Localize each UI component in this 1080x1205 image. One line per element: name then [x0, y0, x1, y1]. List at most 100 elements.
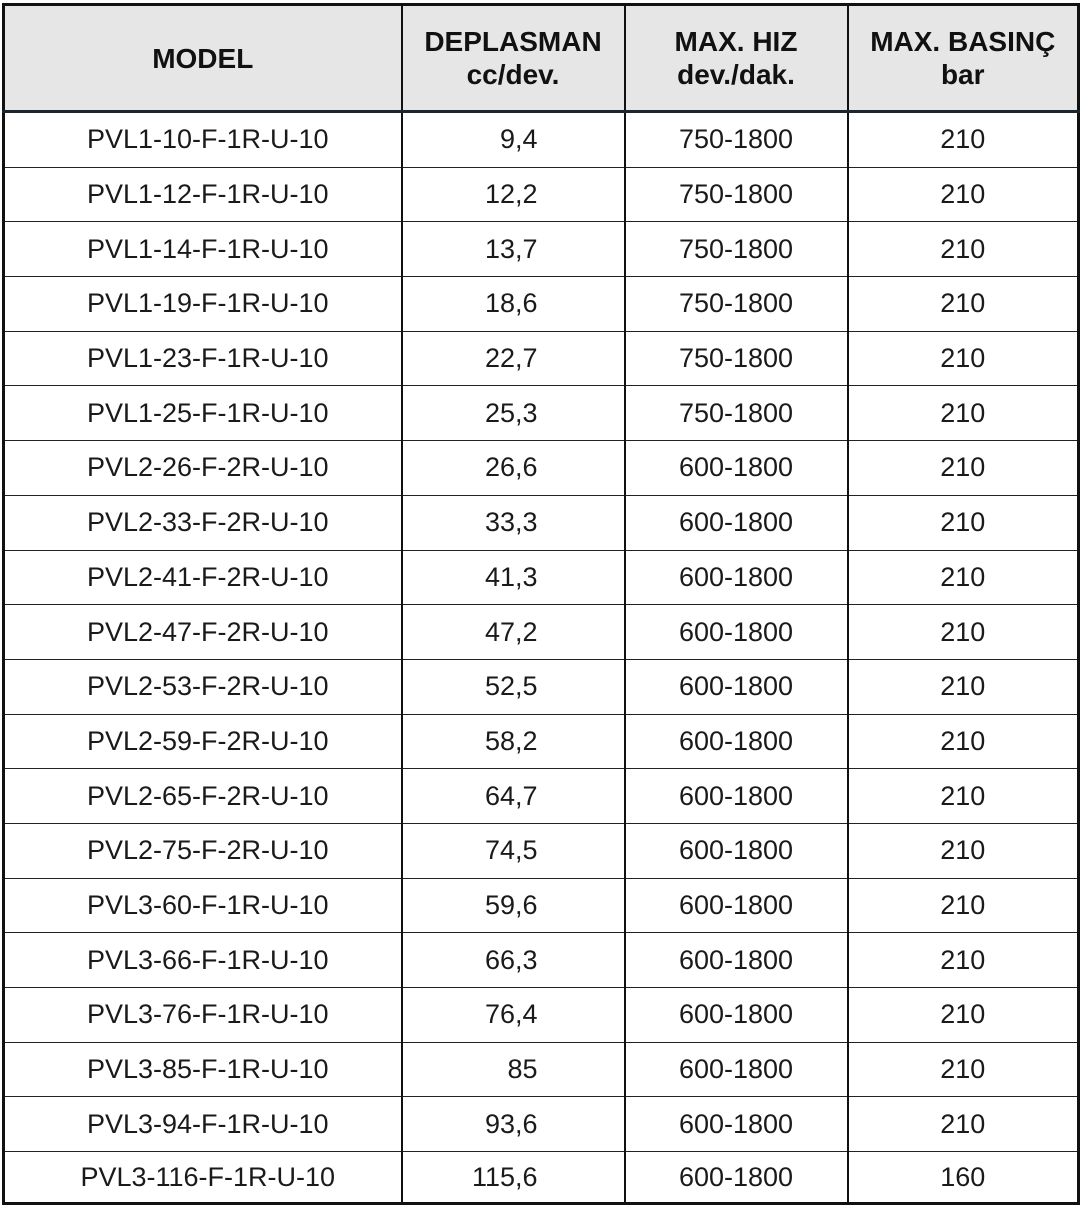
cell-model: PVL1-10-F-1R-U-10: [3, 111, 402, 168]
cell-max-pressure: 210: [846, 385, 1079, 441]
table-row: PVL3-60-F-1R-U-10 59,6 600-1800 210: [3, 877, 1079, 933]
table-row: PVL2-65-F-2R-U-10 64,7 600-1800 210: [3, 768, 1079, 824]
table-row: PVL2-41-F-2R-U-10 41,3 600-1800 210: [3, 549, 1079, 605]
cell-displacement: 76,4: [400, 987, 625, 1043]
table-body: PVL1-10-F-1R-U-10 9,4 750-1800 210 PVL1-12-F…: [3, 111, 1079, 1204]
cell-max-speed: 600-1800: [623, 877, 848, 933]
cell-max-speed: 600-1800: [623, 658, 848, 715]
cell-max-pressure: 210: [846, 1096, 1079, 1152]
cell-max-pressure: 210: [846, 1041, 1079, 1097]
header-title: MAX. HIZ: [674, 26, 798, 57]
cell-max-speed: 600-1800: [623, 1096, 848, 1152]
cell-model: PVL2-33-F-2R-U-10: [3, 494, 402, 550]
cell-max-pressure: 210: [846, 549, 1079, 605]
cell-max-pressure: 210: [846, 276, 1079, 332]
cell-model: PVL2-53-F-2R-U-10: [3, 658, 402, 715]
header-unit: cc/dev.: [466, 59, 560, 90]
cell-displacement: 58,2: [400, 713, 625, 769]
cell-displacement: 12,2: [400, 166, 625, 222]
cell-model: PVL2-47-F-2R-U-10: [3, 604, 402, 660]
cell-max-pressure: 210: [846, 822, 1079, 879]
header-unit: dev./dak.: [677, 59, 795, 90]
table-row: PVL1-14-F-1R-U-10 13,7 750-1800 210: [3, 221, 1079, 277]
cell-max-pressure: 210: [846, 877, 1079, 933]
cell-max-speed: 600-1800: [623, 604, 848, 660]
cell-displacement: 13,7: [400, 221, 625, 277]
cell-max-pressure: 210: [846, 166, 1079, 222]
cell-displacement: 22,7: [400, 330, 625, 386]
cell-displacement: 64,7: [400, 768, 625, 824]
cell-model: PVL1-23-F-1R-U-10: [3, 330, 402, 386]
cell-displacement: 47,2: [400, 604, 625, 660]
cell-max-speed: 600-1800: [623, 1041, 848, 1097]
table-row: PVL1-10-F-1R-U-10 9,4 750-1800 210: [3, 111, 1079, 168]
cell-max-pressure: 210: [846, 658, 1079, 715]
cell-displacement: 85: [400, 1041, 625, 1097]
cell-displacement: 66,3: [400, 932, 625, 988]
cell-model: PVL3-66-F-1R-U-10: [3, 932, 402, 988]
cell-model: PVL2-41-F-2R-U-10: [3, 549, 402, 605]
cell-max-speed: 600-1800: [623, 932, 848, 988]
cell-model: PVL2-26-F-2R-U-10: [3, 440, 402, 496]
table-row: PVL3-85-F-1R-U-10 85 600-1800 210: [3, 1041, 1079, 1097]
cell-max-speed: 750-1800: [623, 385, 848, 441]
header-title: DEPLASMAN: [424, 26, 602, 57]
cell-max-speed: 600-1800: [623, 549, 848, 605]
cell-model: PVL3-60-F-1R-U-10: [3, 877, 402, 933]
cell-max-pressure: 160: [846, 1151, 1079, 1204]
table-row: PVL2-33-F-2R-U-10 33,3 600-1800 210: [3, 494, 1079, 550]
table-row: PVL3-66-F-1R-U-10 66,3 600-1800 210: [3, 932, 1079, 988]
cell-displacement: 93,6: [400, 1096, 625, 1152]
cell-displacement: 18,6: [400, 276, 625, 332]
cell-displacement: 74,5: [400, 822, 625, 879]
header-displacement: DEPLASMAN cc/dev.: [400, 4, 625, 113]
cell-max-pressure: 210: [846, 713, 1079, 769]
header-max-speed: MAX. HIZ dev./dak.: [623, 4, 848, 113]
cell-model: PVL3-116-F-1R-U-10: [3, 1151, 402, 1204]
header-max-pressure: MAX. BASINÇ bar: [846, 4, 1079, 113]
cell-max-pressure: 210: [846, 987, 1079, 1043]
table-row: PVL2-26-F-2R-U-10 26,6 600-1800 210: [3, 440, 1079, 496]
cell-model: PVL1-14-F-1R-U-10: [3, 221, 402, 277]
table-row: PVL3-94-F-1R-U-10 93,6 600-1800 210: [3, 1096, 1079, 1152]
cell-model: PVL1-25-F-1R-U-10: [3, 385, 402, 441]
cell-model: PVL1-19-F-1R-U-10: [3, 276, 402, 332]
header-row: MODEL DEPLASMAN cc/dev. MAX. HIZ dev./dak. MA…: [3, 4, 1079, 113]
cell-max-pressure: 210: [846, 440, 1079, 496]
table-row: PVL3-116-F-1R-U-10 115,6 600-1800 160: [3, 1151, 1079, 1204]
cell-displacement: 26,6: [400, 440, 625, 496]
cell-model: PVL2-65-F-2R-U-10: [3, 768, 402, 824]
table-row: PVL1-12-F-1R-U-10 12,2 750-1800 210: [3, 166, 1079, 222]
table-row: PVL2-47-F-2R-U-10 47,2 600-1800 210: [3, 604, 1079, 660]
table-row: PVL1-25-F-1R-U-10 25,3 750-1800 210: [3, 385, 1079, 441]
table-row: PVL1-19-F-1R-U-10 18,6 750-1800 210: [3, 276, 1079, 332]
cell-max-pressure: 210: [846, 330, 1079, 386]
cell-max-pressure: 210: [846, 221, 1079, 277]
cell-max-speed: 600-1800: [623, 440, 848, 496]
cell-model: PVL3-94-F-1R-U-10: [3, 1096, 402, 1152]
header-title: MAX. BASINÇ: [870, 26, 1056, 57]
table-row: PVL3-76-F-1R-U-10 76,4 600-1800 210: [3, 987, 1079, 1043]
cell-max-pressure: 210: [846, 494, 1079, 550]
cell-displacement: 115,6: [400, 1151, 625, 1204]
cell-max-speed: 750-1800: [623, 111, 848, 168]
cell-displacement: 52,5: [400, 658, 625, 715]
cell-max-speed: 750-1800: [623, 221, 848, 277]
cell-max-speed: 600-1800: [623, 822, 848, 879]
header-unit: bar: [940, 59, 985, 90]
cell-max-speed: 750-1800: [623, 276, 848, 332]
cell-max-speed: 600-1800: [623, 494, 848, 550]
table-row: PVL2-59-F-2R-U-10 58,2 600-1800 210: [3, 713, 1079, 769]
cell-displacement: 41,3: [400, 549, 625, 605]
cell-model: PVL1-12-F-1R-U-10: [3, 166, 402, 222]
table-row: PVL2-53-F-2R-U-10 52,5 600-1800 210: [3, 658, 1079, 715]
cell-max-speed: 600-1800: [623, 768, 848, 824]
cell-max-pressure: 210: [846, 932, 1079, 988]
cell-displacement: 33,3: [400, 494, 625, 550]
table-row: PVL2-75-F-2R-U-10 74,5 600-1800 210: [3, 822, 1079, 879]
cell-model: PVL2-75-F-2R-U-10: [3, 822, 402, 879]
cell-max-pressure: 210: [846, 604, 1079, 660]
cell-max-speed: 750-1800: [623, 166, 848, 222]
pump-spec-table: MODEL DEPLASMAN cc/dev. MAX. HIZ dev./dak. MA…: [2, 3, 1080, 1205]
cell-displacement: 25,3: [400, 385, 625, 441]
